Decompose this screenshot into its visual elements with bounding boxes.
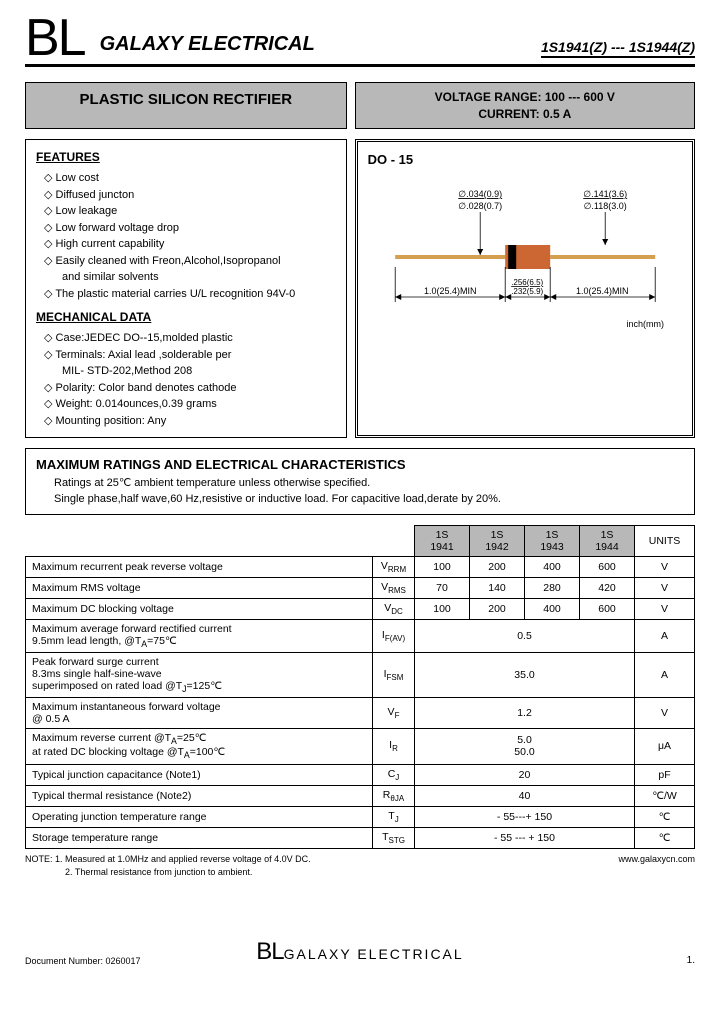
table-row: Operating junction temperature rangeTJ- … <box>26 806 695 827</box>
mechanical-item: Polarity: Color band denotes cathode <box>44 380 336 397</box>
mechanical-item: Terminals: Axial lead ,solderable per <box>44 347 336 364</box>
table-row: Maximum instantaneous forward voltage @ … <box>26 698 695 729</box>
svg-text:∅.028(0.7): ∅.028(0.7) <box>458 201 502 211</box>
mechanical-item: Weight: 0.014ounces,0.39 grams <box>44 396 336 413</box>
document-number: Document Number: 0260017 <box>25 956 141 966</box>
logo: BL <box>25 15 85 62</box>
feature-item: Diffused juncton <box>44 187 336 204</box>
svg-text:1.0(25.4)MIN: 1.0(25.4)MIN <box>424 286 477 296</box>
footer-logo: BLGALAXY ELECTRICAL <box>256 938 463 965</box>
features-list: Low costDiffused junctonLow leakageLow f… <box>36 170 336 302</box>
mechanical-item: MIL- STD-202,Method 208 <box>44 363 336 380</box>
max-ratings-intro: MAXIMUM RATINGS AND ELECTRICAL CHARACTER… <box>25 448 695 515</box>
product-title: PLASTIC SILICON RECTIFIER <box>25 82 347 130</box>
table-row: Storage temperature rangeTSTG- 55 --- + … <box>26 827 695 848</box>
mechanical-list: Case:JEDEC DO--15,molded plasticTerminal… <box>36 330 336 429</box>
col-1s1944: 1S 1944 <box>580 525 635 556</box>
feature-item: and similar solvents <box>44 269 336 286</box>
table-row: Typical thermal resistance (Note2)RθJA40… <box>26 785 695 806</box>
feature-item: The plastic material carries U/L recogni… <box>44 286 336 303</box>
ratings-table: 1S 1941 1S 1942 1S 1943 1S 1944 UNITS Ma… <box>25 525 695 849</box>
table-row: Maximum DC blocking voltageVDC1002004006… <box>26 599 695 620</box>
table-notes: NOTE: 1. Measured at 1.0MHz and applied … <box>25 853 695 878</box>
features-heading: FEATURES <box>36 148 336 166</box>
note-1: NOTE: 1. Measured at 1.0MHz and applied … <box>25 853 311 866</box>
feature-item: Low forward voltage drop <box>44 220 336 237</box>
mechanical-heading: MECHANICAL DATA <box>36 308 336 326</box>
footer: Document Number: 0260017 BLGALAXY ELECTR… <box>25 938 695 966</box>
table-row: Maximum average forward rectified curren… <box>26 620 695 653</box>
svg-text:∅.118(3.0): ∅.118(3.0) <box>583 201 626 211</box>
voltage-range: VOLTAGE RANGE: 100 --- 600 V <box>366 89 684 106</box>
feature-item: Easily cleaned with Freon,Alcohol,Isopro… <box>44 253 336 270</box>
mechanical-item: Mounting position: Any <box>44 413 336 430</box>
website-url: www.galaxycn.com <box>618 853 695 878</box>
spec-box: VOLTAGE RANGE: 100 --- 600 V CURRENT: 0.… <box>355 82 695 130</box>
package-type: DO - 15 <box>368 152 682 167</box>
mid-row: FEATURES Low costDiffused junctonLow lea… <box>25 139 695 438</box>
feature-item: Low leakage <box>44 203 336 220</box>
page-number: 1. <box>687 955 695 966</box>
feature-item: Low cost <box>44 170 336 187</box>
svg-text:1.0(25.4)MIN: 1.0(25.4)MIN <box>576 286 629 296</box>
table-row: Maximum RMS voltageVRMS70140280420V <box>26 577 695 598</box>
table-row: Maximum recurrent peak reverse voltageVR… <box>26 556 695 577</box>
max-ratings-note1: Ratings at 25℃ ambient temperature unles… <box>36 475 684 492</box>
table-header-row: 1S 1941 1S 1942 1S 1943 1S 1944 UNITS <box>26 525 695 556</box>
svg-text:inch(mm): inch(mm) <box>626 319 664 329</box>
diode-drawing: ∅.034(0.9) ∅.028(0.7) ∅.141(3.6) ∅.118(3… <box>368 167 682 347</box>
table-row: Maximum reverse current @TA=25℃ at rated… <box>26 729 695 764</box>
company-name: GALAXY ELECTRICAL <box>100 33 541 62</box>
note-2: 2. Thermal resistance from junction to a… <box>25 866 311 879</box>
max-ratings-note2: Single phase,half wave,60 Hz,resistive o… <box>36 491 684 508</box>
mechanical-item: Case:JEDEC DO--15,molded plastic <box>44 330 336 347</box>
col-units: UNITS <box>635 525 695 556</box>
svg-text:.232(5.9): .232(5.9) <box>511 287 543 296</box>
max-ratings-heading: MAXIMUM RATINGS AND ELECTRICAL CHARACTER… <box>36 455 684 475</box>
feature-item: High current capability <box>44 236 336 253</box>
features-box: FEATURES Low costDiffused junctonLow lea… <box>25 139 347 438</box>
svg-text:∅.141(3.6): ∅.141(3.6) <box>583 189 627 199</box>
col-1s1941: 1S 1941 <box>415 525 470 556</box>
svg-text:.256(6.5): .256(6.5) <box>511 278 543 287</box>
table-row: Typical junction capacitance (Note1)CJ20… <box>26 764 695 785</box>
current-rating: CURRENT: 0.5 A <box>366 106 684 123</box>
table-row: Peak forward surge current 8.3ms single … <box>26 653 695 698</box>
svg-text:∅.034(0.9): ∅.034(0.9) <box>458 189 502 199</box>
col-1s1942: 1S 1942 <box>470 525 525 556</box>
header: BL GALAXY ELECTRICAL 1S1941(Z) --- 1S194… <box>25 15 695 67</box>
col-1s1943: 1S 1943 <box>525 525 580 556</box>
part-number: 1S1941(Z) --- 1S1944(Z) <box>541 39 695 58</box>
title-row: PLASTIC SILICON RECTIFIER VOLTAGE RANGE:… <box>25 82 695 130</box>
package-diagram: DO - 15 ∅.034(0.9) ∅.028(0.7) ∅.141(3.6)… <box>355 139 695 438</box>
